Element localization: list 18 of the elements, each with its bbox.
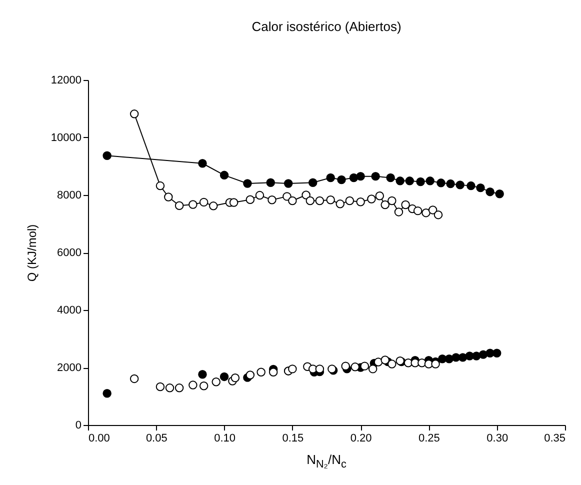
y-tick-label: 8000 [57, 190, 82, 202]
y-tick-label: 6000 [57, 247, 82, 259]
y-axis-title: Q (KJ/mol) [24, 224, 39, 282]
x-tick-label: 0.30 [486, 432, 508, 444]
chart-title: Calor isostérico (Abiertos) [252, 19, 402, 34]
x-tick-label: 0.25 [418, 432, 440, 444]
y-tick-label: 4000 [57, 304, 82, 316]
x-tick-label: 0.20 [350, 432, 372, 444]
y-tick-label: 0 [75, 420, 82, 432]
y-tick-label: 10000 [50, 132, 82, 144]
x-tick-label: 0.00 [88, 432, 110, 444]
x-tick-label: 0.15 [282, 432, 304, 444]
y-tick-label: 2000 [57, 362, 82, 374]
x-axis-title: N$_{N₂}$/N$_{c}$ [306, 452, 348, 471]
y-tick-label: 12000 [50, 74, 82, 86]
x-tick-label: 0.35 [544, 432, 566, 444]
x-tick-label: 0.05 [146, 432, 168, 444]
x-tick-label: 0.10 [214, 432, 236, 444]
